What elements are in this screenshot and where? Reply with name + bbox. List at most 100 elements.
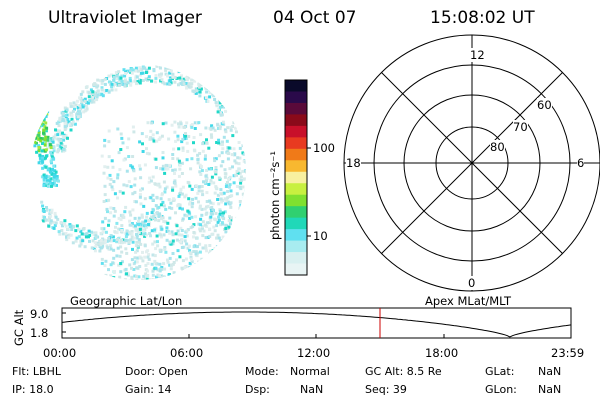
uv-pixel (113, 82, 117, 86)
uv-pixel (192, 245, 196, 249)
uv-pixel (187, 82, 191, 86)
uv-pixel (146, 269, 149, 273)
uv-pixel (221, 140, 224, 144)
uv-pixel (119, 82, 123, 86)
uv-pixel (160, 227, 164, 231)
uv-pixel (142, 66, 146, 70)
uv-pixel (88, 239, 91, 243)
uv-pixel (205, 200, 209, 203)
uv-pixel (107, 268, 110, 272)
uv-pixel (172, 197, 176, 201)
uv-pixel (129, 164, 133, 168)
uv-pixel (225, 183, 229, 187)
uv-pixel (56, 149, 60, 152)
uv-pixel (138, 73, 142, 77)
uv-pixel (148, 278, 152, 280)
uv-pixel (128, 219, 132, 223)
colorbar-cell (285, 263, 307, 276)
uv-pixel (107, 223, 110, 227)
uv-pixel (121, 191, 125, 195)
uv-pixel (46, 135, 50, 139)
uv-pixel (184, 193, 188, 197)
uv-pixel (236, 171, 240, 175)
uv-pixel (58, 116, 62, 120)
uv-pixel (227, 152, 231, 155)
uv-pixel (134, 228, 138, 232)
uv-pixel (190, 187, 194, 191)
uv-pixel (166, 258, 169, 262)
uv-pixel (67, 236, 71, 240)
uv-pixel (172, 271, 176, 275)
colorbar-cell (285, 148, 307, 161)
uv-pixel (172, 261, 176, 264)
uv-pixel (145, 211, 149, 215)
uv-pixel (90, 99, 94, 103)
uv-pixel (194, 91, 198, 95)
uv-pixel (191, 197, 194, 201)
uv-pixel (129, 70, 133, 74)
uv-pixel (237, 141, 241, 144)
uv-pixel (144, 225, 148, 229)
uv-pixel (179, 78, 183, 82)
uv-pixel (137, 275, 141, 279)
uv-pixel (130, 232, 134, 236)
uv-pixel (99, 239, 103, 242)
uv-pixel (44, 165, 48, 169)
uv-pixel (85, 104, 89, 108)
uv-pixel (77, 227, 81, 231)
uv-pixel (155, 131, 159, 135)
uv-pixel (78, 115, 82, 118)
uv-pixel (129, 69, 132, 73)
uv-pixel (47, 224, 51, 228)
uv-pixel (63, 144, 67, 148)
uv-pixel (177, 174, 181, 178)
uv-pixel (107, 74, 111, 78)
uv-pixel (161, 122, 165, 126)
uv-pixel (43, 143, 47, 147)
uv-pixel (159, 203, 163, 207)
uv-pixel (125, 184, 129, 188)
uv-pixel (79, 92, 83, 96)
uv-pixel (121, 141, 125, 145)
uv-pixel (39, 137, 43, 140)
uv-pixel (145, 135, 149, 139)
uv-pixel (102, 171, 106, 175)
uv-pixel (135, 249, 139, 253)
uv-pixel (129, 213, 133, 217)
uv-pixel (180, 74, 183, 78)
uv-pixel (64, 232, 68, 236)
uv-pixel (232, 181, 236, 185)
uv-pixel (214, 211, 218, 215)
uv-pixel (162, 233, 166, 237)
uv-pixel (131, 208, 135, 212)
uv-pixel (81, 90, 85, 94)
uv-pixel (43, 125, 47, 129)
uv-pixel (162, 204, 166, 208)
uv-pixel (124, 278, 128, 280)
uv-pixel (142, 229, 146, 233)
uv-pixel (218, 208, 222, 212)
uv-pixel (157, 205, 161, 209)
uv-pixel (226, 200, 230, 204)
uv-pixel (113, 209, 117, 213)
uv-pixel (66, 136, 69, 140)
uv-pixel (41, 137, 45, 141)
uv-pixel (73, 107, 76, 111)
uv-pixel (224, 185, 228, 188)
uv-pixel (35, 150, 39, 154)
uv-pixel (159, 235, 163, 239)
uv-pixel (153, 254, 157, 258)
uv-pixel (218, 209, 222, 213)
uv-pixel (66, 227, 70, 231)
uv-pixel (122, 215, 126, 219)
uv-pixel (161, 192, 164, 196)
uv-pixel (227, 177, 230, 181)
uv-pixel (147, 257, 151, 261)
uv-pixel (130, 238, 134, 241)
uv-pixel (171, 188, 175, 192)
uv-pixel (204, 236, 208, 240)
uv-pixel (183, 195, 187, 199)
uv-pixel (179, 120, 183, 124)
colorbar-cell (285, 252, 307, 265)
observation-date: 04 Oct 07 (273, 8, 357, 28)
